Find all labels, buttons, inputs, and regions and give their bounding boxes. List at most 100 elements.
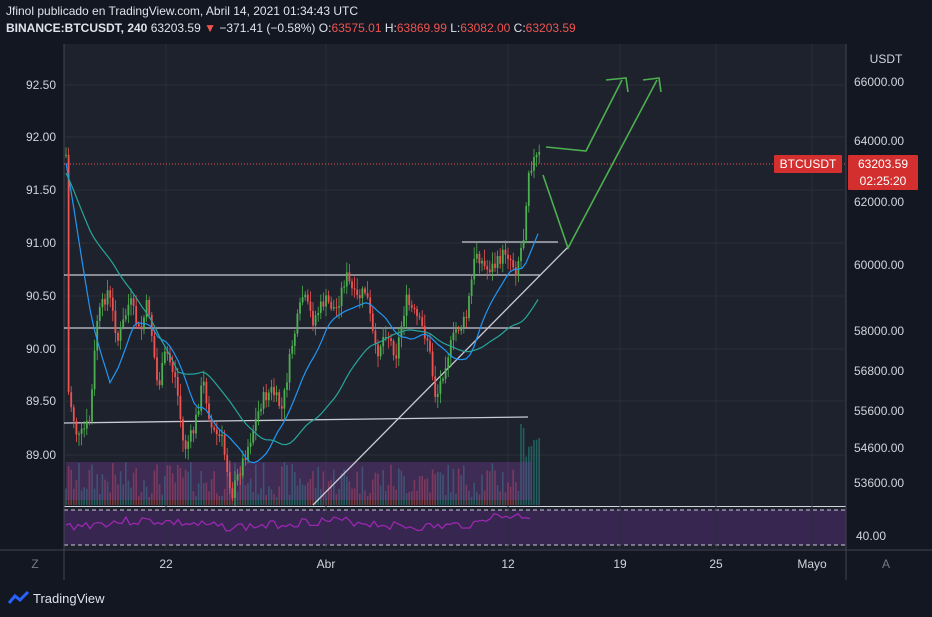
ma-slow-line (65, 172, 539, 446)
volume-bar (213, 471, 215, 505)
volume-bar (502, 472, 504, 505)
candle-body (67, 154, 70, 393)
candle-body (452, 332, 455, 340)
candle-body (293, 333, 296, 346)
volume-bar (382, 470, 384, 505)
candle-body (481, 260, 483, 264)
candle-body (65, 154, 67, 156)
support-line (63, 416, 529, 424)
projection-arrows (542, 77, 662, 251)
volume-bar (442, 474, 444, 505)
candle-body (299, 302, 301, 314)
volume-bar (343, 469, 345, 505)
low-value: 63082.00 (460, 21, 511, 35)
candle-body (176, 377, 179, 396)
volume-bar (299, 478, 301, 505)
chart-header: Jfinol publicado en TradingView.com, Abr… (6, 3, 576, 37)
volume-bar (78, 463, 80, 505)
volume-bar (156, 464, 158, 505)
candle-body (418, 316, 421, 318)
volume-bar (184, 469, 187, 505)
candle-body (213, 427, 216, 430)
volume-bar (148, 496, 150, 505)
volume-bar (346, 476, 348, 505)
candle-body (124, 315, 127, 320)
candle-body (382, 337, 385, 347)
right-tick-label: 64000.00 (854, 134, 904, 148)
volume-bar (525, 456, 527, 505)
last-price: 63203.59 (150, 21, 201, 35)
timezone-label: Z (31, 557, 38, 571)
tradingview-logo[interactable]: TradingView (7, 590, 105, 606)
right-price-axis: USDT 66000.00 64000.00 62000.00 60000.00 5800… (854, 52, 904, 543)
candle-body (416, 309, 418, 317)
time-tick-label: 22 (159, 557, 173, 571)
volume-bar (73, 488, 75, 505)
candle-body (231, 488, 234, 498)
volume-bar (106, 481, 109, 505)
candle-body (501, 249, 504, 264)
volume-bar (486, 470, 488, 505)
candle-body (208, 403, 210, 419)
volume-bar (205, 482, 208, 505)
candle-body (195, 414, 197, 434)
candle-body (413, 307, 416, 310)
volume-bar (294, 472, 296, 505)
candle-body (421, 317, 424, 326)
countdown-text: 02:25:20 (860, 174, 907, 188)
candle-body (247, 446, 249, 461)
volume-bar (528, 446, 530, 505)
volume-bar (377, 473, 379, 505)
candle-body (306, 294, 309, 302)
candle-body (478, 253, 481, 264)
candle-body (93, 350, 96, 390)
candle-body (72, 407, 75, 422)
candle-body (109, 290, 112, 298)
candle-body (148, 300, 151, 315)
high-label: H: (384, 21, 397, 35)
candle-body (70, 392, 73, 408)
tradingview-logo-icon (7, 590, 30, 604)
candle-body (384, 337, 387, 339)
candle-body (473, 258, 476, 280)
volume-bar (418, 476, 421, 505)
price-chart[interactable]: 92.50 92.00 91.50 91.00 90.50 90.00 89.50 89.00… (0, 0, 932, 586)
volume-bar (483, 490, 486, 505)
volume-bar (99, 493, 101, 505)
candle-body (304, 294, 307, 298)
volume-bar (278, 486, 280, 505)
candle-body (130, 298, 132, 305)
candle-body (314, 315, 317, 326)
volume-bar (127, 480, 130, 505)
candle-body (267, 392, 270, 401)
volume-bar (489, 471, 491, 505)
volume-bar (351, 488, 353, 505)
volume-bar (366, 496, 369, 505)
volume-bar (169, 465, 171, 505)
right-tick-label: 60000.00 (854, 258, 904, 272)
volume-bar (392, 485, 395, 505)
candle-body (475, 253, 478, 259)
volume-bar (268, 486, 270, 505)
volume-bar (520, 423, 522, 505)
candle-body (215, 429, 218, 435)
volume-bar (390, 464, 392, 505)
high-value: 63869.99 (396, 21, 447, 35)
volume-bar (403, 476, 405, 505)
candle-body (361, 288, 364, 299)
volume-bar (372, 479, 374, 505)
candle-body (491, 263, 494, 273)
right-tick-label: 53600.00 (854, 476, 904, 490)
volume-bar (177, 464, 179, 505)
volume-bar (70, 469, 72, 505)
candle-body (257, 411, 260, 419)
candle-body (483, 260, 486, 267)
volume-bar (65, 488, 67, 505)
volume-bar (192, 491, 195, 505)
candle-body (356, 289, 359, 296)
volume-band (66, 462, 531, 500)
left-tick-label: 89.50 (26, 394, 56, 408)
right-tick-label: 66000.00 (854, 75, 904, 89)
volume-bar (140, 491, 143, 505)
candle-body (514, 267, 517, 276)
